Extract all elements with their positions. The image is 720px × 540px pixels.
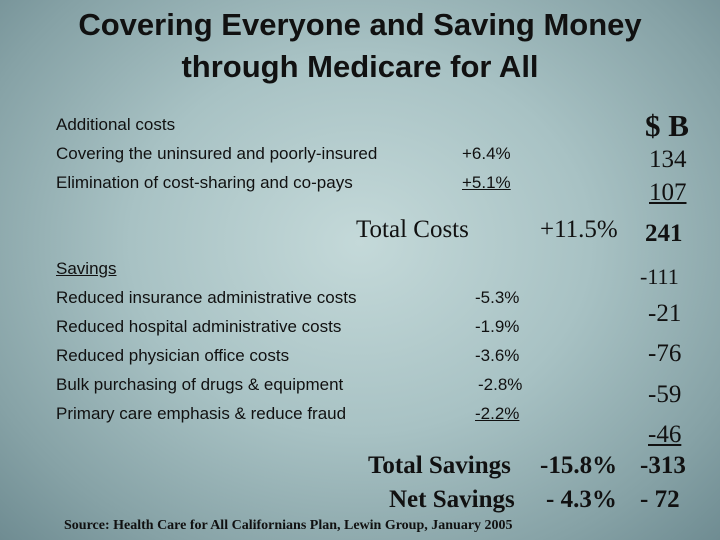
- total-savings-percent: -15.8%: [540, 452, 618, 479]
- net-savings-label: Net Savings: [389, 486, 515, 513]
- savings-heading: Savings: [56, 259, 117, 278]
- savings-item-percent: -1.9%: [475, 317, 520, 336]
- cost-item-label: Elimination of cost-sharing and co-pays: [56, 173, 353, 192]
- savings-item-amount: -59: [648, 381, 682, 408]
- savings-item-label: Reduced insurance administrative costs: [56, 288, 357, 307]
- unit-header: $ B: [645, 108, 689, 143]
- source-citation: Source: Health Care for All Californians…: [64, 518, 513, 533]
- savings-item-percent: -2.8%: [478, 375, 523, 394]
- total-costs-percent: +11.5%: [540, 216, 618, 243]
- savings-item-percent: -3.6%: [475, 346, 520, 365]
- savings-item-label: Bulk purchasing of drugs & equipment: [56, 375, 344, 394]
- total-savings-label: Total Savings: [368, 452, 511, 479]
- savings-item-amount: -46: [648, 421, 682, 448]
- total-costs-label: Total Costs: [356, 216, 469, 243]
- savings-item-label: Reduced hospital administrative costs: [56, 317, 342, 336]
- net-savings-amount: - 72: [640, 486, 680, 513]
- savings-item-percent: -2.2%: [475, 404, 520, 423]
- cost-item-percent: +6.4%: [462, 144, 511, 163]
- cost-item-amount: 107: [649, 179, 687, 206]
- savings-item-label: Primary care emphasis & reduce fraud: [56, 404, 347, 423]
- cost-item-label: Covering the uninsured and poorly-insure…: [56, 144, 378, 163]
- cost-item-percent: +5.1%: [462, 173, 511, 192]
- net-savings-percent: - 4.3%: [546, 486, 617, 513]
- slide-title-line-1: Covering Everyone and Saving Money: [78, 7, 642, 42]
- savings-item-label: Reduced physician office costs: [56, 346, 290, 365]
- costs-heading: Additional costs: [56, 115, 176, 134]
- savings-item-percent: -5.3%: [475, 288, 520, 307]
- savings-item-amount: -21: [648, 300, 682, 327]
- cost-item-amount: 134: [649, 146, 687, 173]
- savings-heading-amount: -111: [640, 264, 679, 289]
- total-costs-amount: 241: [645, 220, 683, 247]
- total-savings-amount: -313: [640, 452, 686, 479]
- savings-item-amount: -76: [648, 340, 682, 367]
- slide-title-line-2: through Medicare for All: [181, 49, 539, 84]
